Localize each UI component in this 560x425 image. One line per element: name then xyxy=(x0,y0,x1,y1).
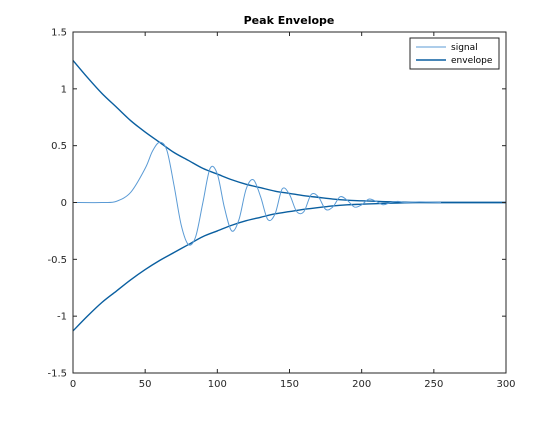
y-tick-label: -1.5 xyxy=(47,369,67,380)
x-tick-label: 150 xyxy=(280,379,299,390)
plot-area xyxy=(72,59,506,332)
legend-box xyxy=(409,37,500,70)
x-tick-label: 250 xyxy=(424,379,443,390)
y-tick-label: -0.5 xyxy=(47,255,67,266)
y-tick-label: 1 xyxy=(61,84,67,95)
y-tick-label: -1 xyxy=(57,312,67,323)
series-envelope-lower xyxy=(72,201,506,332)
axes: 0 50 100 150 200 250 300 -1.5 -1 -0.5 0 0.5 1 1.5 xyxy=(47,28,515,391)
x-tick-label: 100 xyxy=(208,379,227,390)
y-tick-label: 1.5 xyxy=(51,28,67,39)
y-tick-label: 0.5 xyxy=(51,141,67,152)
legend-label-signal: signal xyxy=(451,43,478,53)
legend-label-envelope: envelope xyxy=(451,56,493,66)
x-tick-label: 200 xyxy=(352,379,371,390)
x-tick-label: 0 xyxy=(70,379,76,390)
series-signal xyxy=(72,141,442,246)
x-tick-label: 50 xyxy=(139,379,152,390)
chart-title: Peak Envelope xyxy=(244,14,335,27)
y-tick-label: 0 xyxy=(61,198,67,209)
x-tick-label: 300 xyxy=(496,379,515,390)
legend: signal envelope xyxy=(409,37,500,70)
